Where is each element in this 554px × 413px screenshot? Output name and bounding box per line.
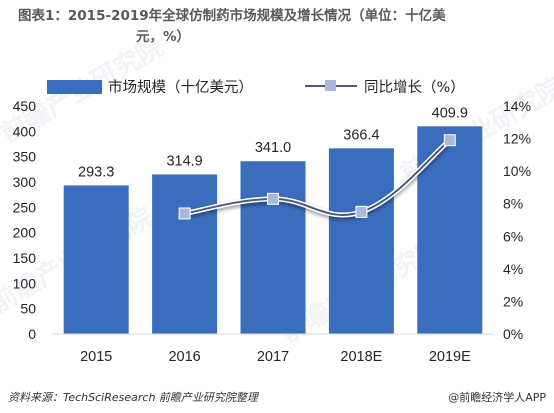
x-axis-tick-label: 2017: [257, 349, 289, 365]
legend-label-bar: 市场规模（十亿美元）: [108, 79, 253, 96]
right-axis-tick-label: 4%: [503, 261, 523, 277]
x-axis-tick-label: 2016: [168, 349, 200, 365]
right-axis-tick-label: 12%: [503, 131, 531, 147]
right-axis-tick-label: 8%: [503, 196, 523, 212]
growth-line-series: [178, 134, 456, 220]
growth-point: [267, 192, 279, 205]
bar: [152, 174, 218, 334]
right-axis-tick-label: 6%: [503, 228, 523, 244]
left-axis-tick-label: 350: [13, 149, 37, 165]
bar-value-label: 341.0: [255, 140, 291, 156]
left-axis: 0 50 100 150 200 250 300 350 400 450: [13, 98, 37, 342]
x-axis-tick-label: 2018E: [340, 349, 382, 365]
legend-marker: [325, 80, 336, 91]
growth-point: [355, 205, 368, 218]
brand-credit: @前瞻经济学人APP: [448, 391, 546, 404]
bar-value-labels: 293.3 314.9 341.0 366.4 409.9: [78, 105, 468, 180]
left-axis-tick-label: 200: [13, 225, 37, 241]
chart-title-line1: 图表1：2015-2019年全球仿制药市场规模及增长情况（单位：十亿美: [18, 8, 446, 24]
x-axis: 2015 2016 2017 2018E 2019E: [52, 333, 494, 365]
bar: [240, 161, 306, 334]
bar: [417, 126, 483, 334]
left-axis-tick-label: 0: [28, 326, 36, 342]
legend-label-line: 同比增长（%）: [364, 79, 465, 96]
legend-swatch-bar: [47, 80, 102, 94]
bar-value-label: 366.4: [343, 127, 379, 143]
bar: [63, 185, 129, 334]
left-axis-tick-label: 50: [20, 301, 36, 317]
growth-point: [443, 134, 456, 147]
bar-value-label: 409.9: [432, 105, 468, 121]
bar-series: [63, 126, 483, 334]
right-axis-tick-label: 10%: [503, 163, 531, 179]
left-axis-tick-label: 400: [13, 123, 37, 139]
bar-value-label: 293.3: [78, 164, 114, 180]
source-note: 资料来源：TechSciResearch 前瞻产业研究院整理: [8, 391, 258, 404]
right-axis-tick-label: 2%: [503, 293, 523, 309]
left-axis-tick-label: 100: [13, 275, 37, 291]
growth-point: [178, 207, 191, 220]
bar-value-label: 314.9: [166, 153, 202, 169]
left-axis-tick-label: 250: [13, 199, 37, 215]
chart-title: 图表1：2015-2019年全球仿制药市场规模及增长情况（单位：十亿美 元，%）: [18, 6, 538, 48]
left-axis-tick-label: 300: [13, 174, 37, 190]
left-axis-tick-label: 150: [13, 250, 37, 266]
growth-line: [184, 139, 451, 216]
right-axis-tick-label: 14%: [503, 98, 531, 114]
chart-title-line2: 元，%）: [136, 29, 191, 45]
right-axis: 0% 2% 4% 6% 8% 10% 12% 14%: [503, 98, 531, 342]
x-axis-tick-label: 2015: [80, 349, 112, 365]
bar: [328, 148, 394, 334]
right-axis-tick-label: 0%: [503, 326, 523, 342]
left-axis-tick-label: 450: [13, 98, 37, 114]
x-axis-tick-label: 2019E: [429, 349, 471, 365]
legend: 市场规模（十亿美元） 同比增长（%）: [47, 79, 465, 96]
growth-line-glow: [184, 138, 452, 218]
